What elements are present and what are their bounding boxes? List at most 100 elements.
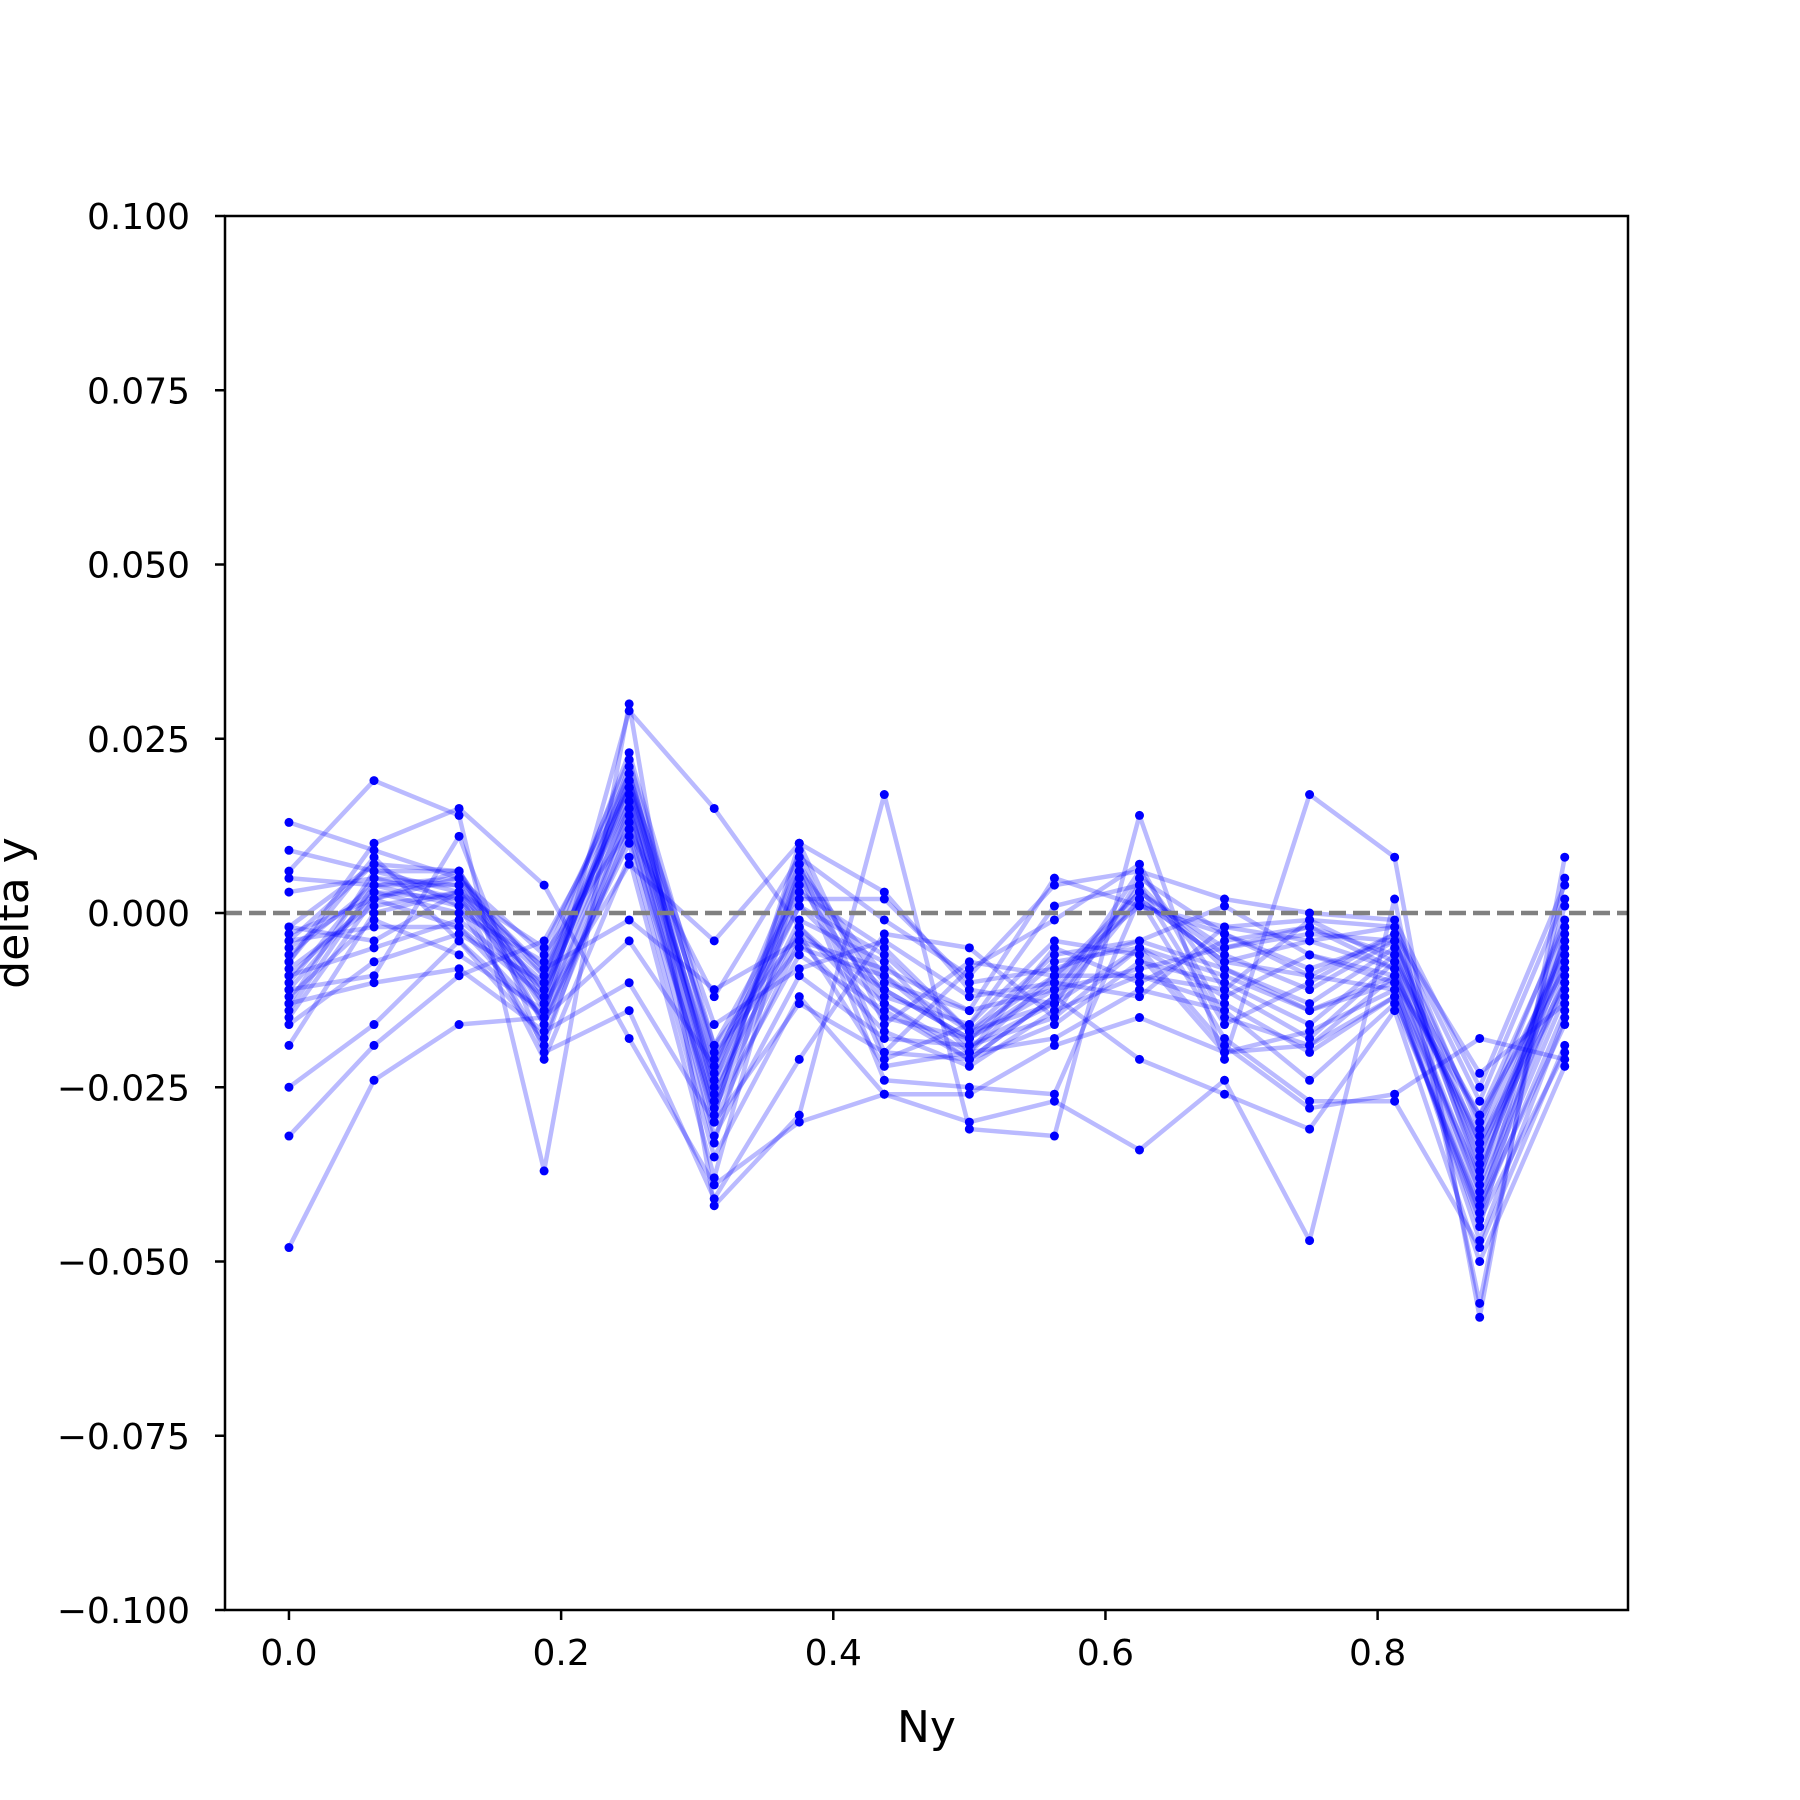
data-point-s11-15 xyxy=(1475,1180,1485,1190)
x-tick-label: 0.2 xyxy=(532,1633,589,1674)
data-point-s15-1 xyxy=(284,992,294,1002)
data-point-s13-3 xyxy=(454,880,464,890)
data-point-s22-8 xyxy=(879,887,889,897)
x-tick-label: 0.0 xyxy=(260,1633,317,1674)
data-point-s14-12 xyxy=(1220,922,1230,932)
data-point-s15-9 xyxy=(964,1040,974,1050)
data-point-s29-9 xyxy=(964,1006,974,1016)
data-point-s5-5 xyxy=(624,790,634,800)
data-point-s13-12 xyxy=(1220,978,1230,988)
data-point-s22-3 xyxy=(454,971,464,981)
data-point-s18-10 xyxy=(1049,880,1059,890)
data-point-s23-11 xyxy=(1134,1054,1144,1064)
data-point-s29-4 xyxy=(539,964,549,974)
series-line-25 xyxy=(287,806,1567,1306)
data-point-s23-13 xyxy=(1305,1124,1315,1134)
data-point-s18-1 xyxy=(284,1013,294,1023)
data-point-s21-1 xyxy=(284,1082,294,1092)
x-tick-label: 0.6 xyxy=(1077,1633,1134,1674)
data-point-s19-16 xyxy=(1560,978,1570,988)
data-point-s14-8 xyxy=(879,943,889,953)
data-point-s29-11 xyxy=(1134,901,1144,911)
data-point-s11-2 xyxy=(369,901,379,911)
data-point-s21-15 xyxy=(1475,1215,1485,1225)
data-point-s23-12 xyxy=(1220,1089,1230,1099)
series-line-9 xyxy=(287,813,1567,1215)
data-point-s17-9 xyxy=(964,1047,974,1057)
data-point-s24-1 xyxy=(284,866,294,876)
data-point-s21-5 xyxy=(624,838,634,848)
data-point-s22-9 xyxy=(964,985,974,995)
data-point-s22-13 xyxy=(1305,978,1315,988)
data-point-s18-9 xyxy=(964,971,974,981)
data-point-s25-11 xyxy=(1134,1145,1144,1155)
data-point-s29-14 xyxy=(1390,936,1400,946)
data-point-s9-12 xyxy=(1220,999,1230,1009)
data-point-s9-9 xyxy=(964,1061,974,1071)
data-point-s12-2 xyxy=(369,943,379,953)
data-point-s24-7 xyxy=(794,1110,804,1120)
data-point-s18-13 xyxy=(1305,908,1315,918)
y-tick-label: 0.000 xyxy=(87,894,190,935)
data-point-s14-16 xyxy=(1560,915,1570,925)
data-point-s20-4 xyxy=(539,1054,549,1064)
data-point-s27-1 xyxy=(284,999,294,1009)
data-point-s17-8 xyxy=(879,1061,889,1071)
series-line-1 xyxy=(288,785,1567,1125)
data-point-s24-13 xyxy=(1305,790,1315,800)
data-point-s23-10 xyxy=(1049,992,1059,1002)
data-point-s30-9 xyxy=(964,1020,974,1030)
data-point-s30-11 xyxy=(1134,950,1144,960)
data-point-s8-7 xyxy=(794,894,804,904)
data-point-s29-13 xyxy=(1305,964,1315,974)
data-point-s8-3 xyxy=(454,908,464,918)
data-point-s15-7 xyxy=(794,971,804,981)
data-point-s11-8 xyxy=(879,957,889,967)
series-line-27 xyxy=(288,861,1567,1215)
data-point-s17-10 xyxy=(1049,1033,1059,1043)
data-point-s6-1 xyxy=(284,929,294,939)
data-point-s22-11 xyxy=(1134,880,1144,890)
series-line-18 xyxy=(287,827,1567,1090)
data-point-s12-8 xyxy=(879,978,889,988)
y-tick-label: −0.050 xyxy=(57,1243,190,1284)
series-line-2 xyxy=(288,806,1567,1160)
data-point-s30-8 xyxy=(879,1054,889,1064)
data-point-s29-15 xyxy=(1475,1138,1485,1148)
data-point-s20-11 xyxy=(1134,894,1144,904)
data-point-s22-12 xyxy=(1220,1020,1230,1030)
data-point-s7-7 xyxy=(794,964,804,974)
series-line-22 xyxy=(287,785,1567,1138)
data-point-s9-8 xyxy=(879,1026,889,1036)
data-point-s10-14 xyxy=(1390,943,1400,953)
series-line-20 xyxy=(287,854,1567,1250)
data-point-s17-6 xyxy=(709,1096,719,1106)
data-point-s16-4 xyxy=(539,992,549,1002)
data-point-s24-16 xyxy=(1560,852,1570,862)
data-point-s29-10 xyxy=(1049,873,1059,883)
data-point-s25-16 xyxy=(1560,873,1570,883)
series-line-5 xyxy=(287,792,1567,1118)
data-point-s25-14 xyxy=(1390,894,1400,904)
data-point-s19-15 xyxy=(1475,1187,1485,1197)
data-point-s17-3 xyxy=(454,901,464,911)
data-point-s22-10 xyxy=(1049,999,1059,1009)
data-point-s18-14 xyxy=(1390,915,1400,925)
data-point-s21-2 xyxy=(369,1020,379,1030)
data-point-s29-6 xyxy=(709,985,719,995)
data-point-s14-4 xyxy=(539,971,549,981)
data-point-s19-2 xyxy=(369,957,379,967)
data-point-s20-8 xyxy=(879,1075,889,1085)
data-point-s26-4 xyxy=(539,1047,549,1057)
data-point-s30-10 xyxy=(1049,936,1059,946)
data-point-s14-7 xyxy=(794,887,804,897)
data-point-s13-5 xyxy=(624,831,634,841)
series-line-6 xyxy=(288,820,1567,1202)
data-point-s30-5 xyxy=(624,936,634,946)
data-point-s16-6 xyxy=(709,1075,719,1085)
data-point-s29-12 xyxy=(1220,929,1230,939)
data-point-s18-3 xyxy=(454,873,464,883)
data-point-s15-2 xyxy=(369,915,379,925)
